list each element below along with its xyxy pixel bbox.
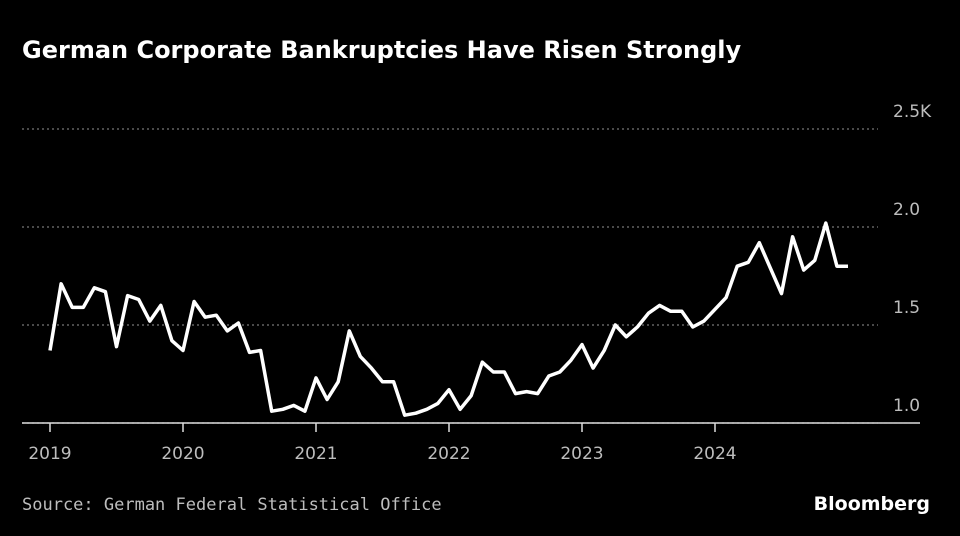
source: Source: German Federal Statistical Offic… <box>22 495 442 515</box>
chart-title: German Corporate Bankruptcies Have Risen… <box>22 36 742 64</box>
y-tick-label: 2.5K <box>893 102 932 122</box>
logo: Bloomberg <box>814 493 930 515</box>
y-tick-label: 1.5 <box>893 298 920 318</box>
y-tick-label: 1.0 <box>893 396 920 416</box>
x-tick-label: 2022 <box>427 444 470 464</box>
x-tick-label: 2019 <box>28 444 71 464</box>
y-tick-label: 2.0 <box>893 200 920 220</box>
x-tick-label: 2024 <box>693 444 736 464</box>
x-tick-label: 2023 <box>560 444 603 464</box>
x-tick-label: 2021 <box>294 444 337 464</box>
line <box>48 221 848 417</box>
x-tick-label: 2020 <box>161 444 204 464</box>
